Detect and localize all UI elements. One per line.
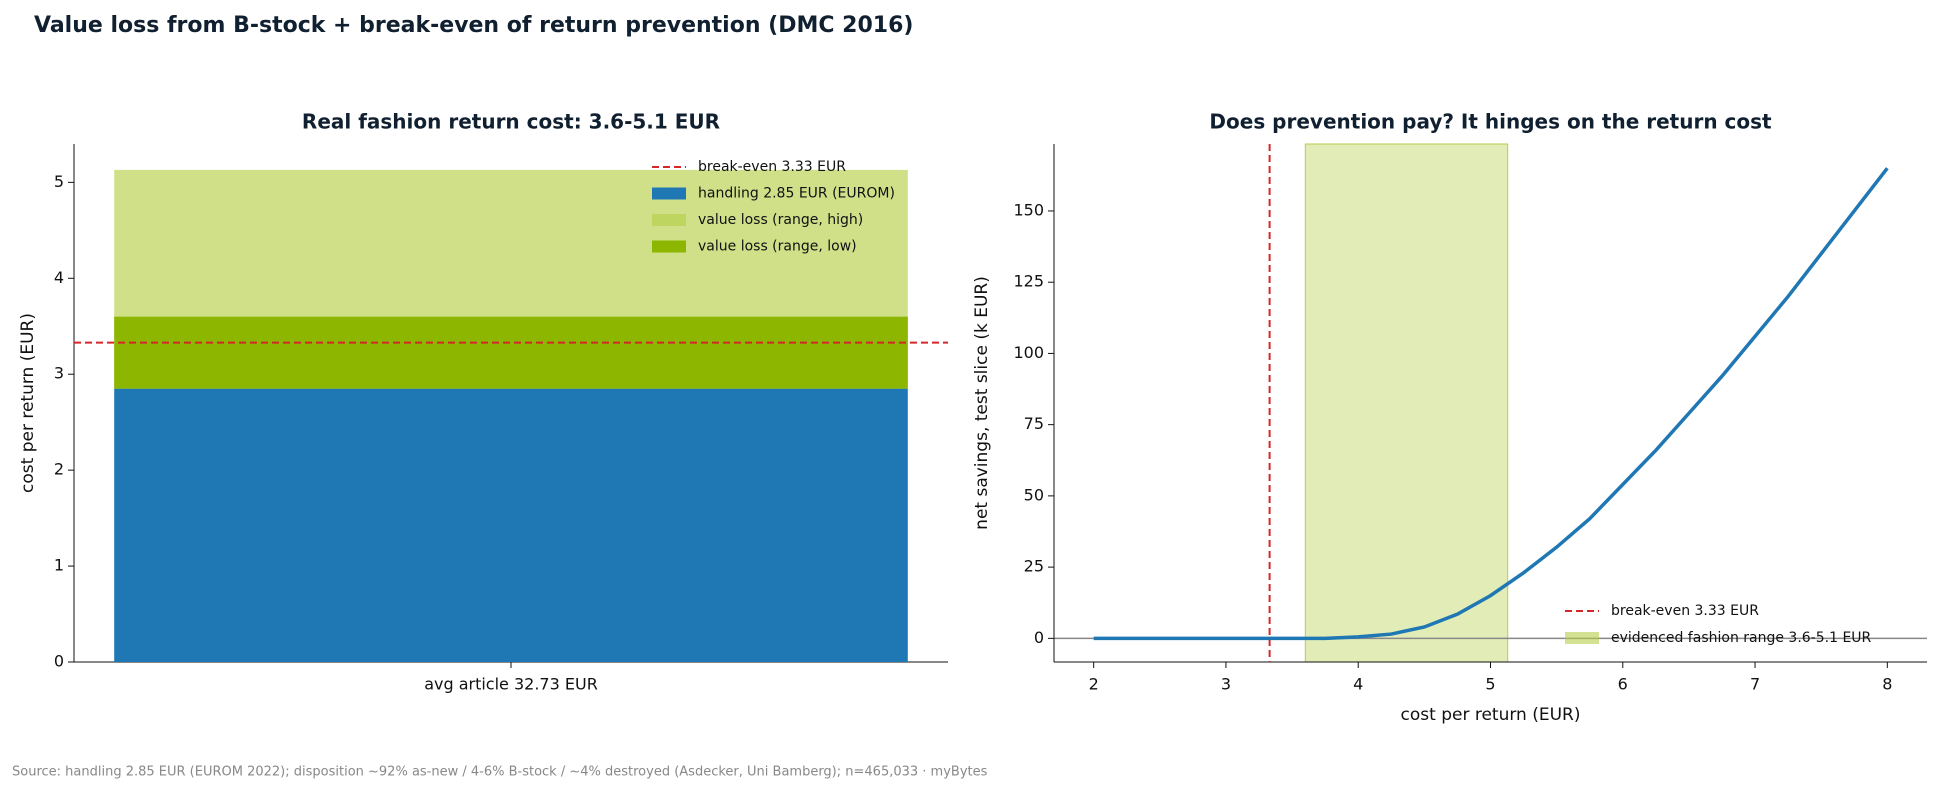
legend-swatch <box>652 214 686 226</box>
legend-label: break-even 3.33 EUR <box>1611 603 1759 619</box>
y-tick-label: 25 <box>1024 557 1044 576</box>
y-tick-label: 75 <box>1024 414 1044 433</box>
figure-title: Value loss from B-stock + break-even of … <box>34 13 913 38</box>
y-axis-label: cost per return (EUR) <box>18 313 38 493</box>
data-line <box>1093 167 1889 641</box>
legend-label: value loss (range, low) <box>698 239 857 255</box>
legend-swatch <box>652 240 686 253</box>
chart-title: Real fashion return cost: 3.6-5.1 EUR <box>302 110 720 134</box>
y-tick-label: 0 <box>54 652 64 671</box>
span-band <box>1304 143 1509 663</box>
x-tick-label: 5 <box>1485 675 1495 694</box>
y-tick-label: 4 <box>54 268 64 287</box>
x-tick-label: 3 <box>1221 675 1231 694</box>
x-tick-label: 6 <box>1618 675 1628 694</box>
bar-segment <box>114 388 908 662</box>
x-axis-label: cost per return (EUR) <box>1401 705 1581 725</box>
y-tick-label: 3 <box>54 364 64 383</box>
legend-label: evidenced fashion range 3.6-5.1 EUR <box>1611 630 1872 646</box>
legend-label: handling 2.85 EUR (EUROM) <box>698 186 895 202</box>
x-tick-label: 4 <box>1353 675 1363 694</box>
y-tick-label: 50 <box>1024 485 1044 504</box>
y-tick-label: 5 <box>54 172 64 191</box>
y-axis-label: net savings, test slice (k EUR) <box>972 276 992 530</box>
chart-title: Does prevention pay? It hinges on the re… <box>1209 110 1772 134</box>
legend-swatch <box>652 187 686 200</box>
y-tick-label: 0 <box>1034 628 1044 647</box>
y-tick-label: 100 <box>1013 343 1044 362</box>
bar-segment <box>114 316 908 389</box>
legend-label: break-even 3.33 EUR <box>698 159 846 175</box>
y-tick-label: 125 <box>1013 272 1044 291</box>
y-tick-label: 150 <box>1013 200 1044 219</box>
source-note: Source: handling 2.85 EUR (EUROM 2022); … <box>12 765 988 780</box>
x-tick-label: 8 <box>1882 675 1892 694</box>
y-tick-label: 2 <box>54 460 64 479</box>
legend-swatch <box>1565 632 1599 644</box>
legend-label: value loss (range, high) <box>698 212 863 228</box>
x-tick-label: 7 <box>1750 675 1760 694</box>
x-tick-label: 2 <box>1089 675 1099 694</box>
x-tick-label: avg article 32.73 EUR <box>424 675 598 694</box>
y-tick-label: 1 <box>54 556 64 575</box>
